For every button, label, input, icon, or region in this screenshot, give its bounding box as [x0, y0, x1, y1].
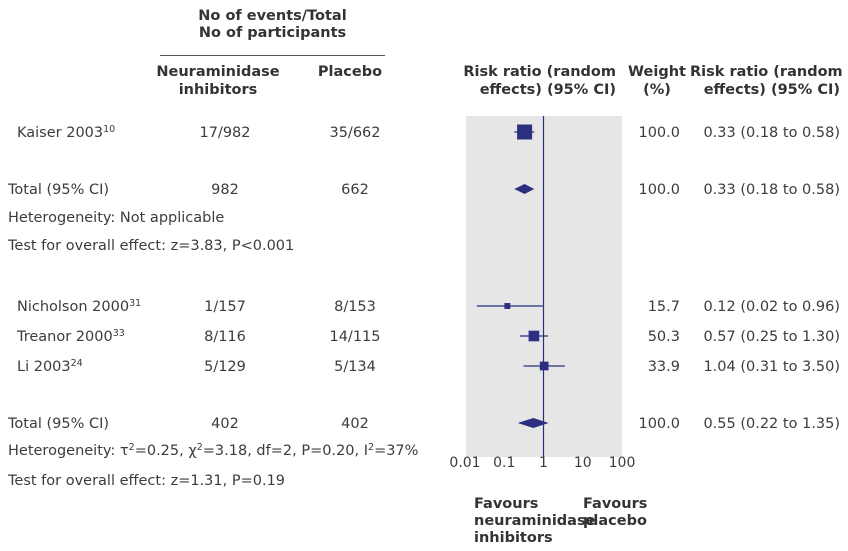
- het-i-exp: 2: [368, 442, 375, 453]
- treatment-events: 8/116: [204, 329, 246, 345]
- study-marker: [504, 303, 511, 309]
- study-weight: 15.7: [647, 299, 680, 315]
- col-rr-line2: effects) (95% CI): [479, 82, 616, 98]
- study-weight: 50.3: [647, 329, 680, 345]
- study-label: Treanor 2000: [17, 329, 113, 345]
- het-chi-exp: 2: [196, 442, 203, 453]
- total-treatment: 402: [211, 416, 239, 432]
- het-mid2: =3.18, df=2, P=0.20, I: [202, 443, 369, 459]
- x-tick-label: 0.1: [493, 455, 515, 471]
- study-ref: 31: [129, 298, 142, 309]
- x-tick-label: 10: [574, 455, 592, 471]
- study-label: Kaiser 2003: [17, 125, 104, 141]
- study-name: Kaiser 200310: [17, 124, 115, 142]
- total-weight: 100.0: [638, 416, 680, 432]
- heterogeneity-text: Heterogeneity: τ2=0.25, χ2=3.18, df=2, P…: [8, 442, 418, 460]
- placebo-events: 5/134: [334, 359, 376, 375]
- favours-left-line2: neuraminidase: [474, 513, 596, 529]
- x-tick-label: 1: [539, 455, 548, 471]
- placebo-events: 14/115: [329, 329, 381, 345]
- group-header-divider: [160, 55, 385, 56]
- favours-right-line2: placebo: [583, 513, 647, 529]
- total-label: Total (95% CI): [8, 416, 110, 432]
- treatment-events: 5/129: [204, 359, 246, 375]
- study-marker: [528, 330, 540, 342]
- total-placebo: 662: [341, 182, 369, 198]
- total-label: Total (95% CI): [8, 182, 110, 198]
- het-tau-exp: 2: [128, 442, 135, 453]
- col-rr-line1: Risk ratio (random: [463, 64, 616, 80]
- study-weight: 100.0: [638, 125, 680, 141]
- het-prefix: Heterogeneity: τ: [8, 443, 129, 459]
- x-tick-label: 100: [609, 455, 636, 471]
- heterogeneity-text: Heterogeneity: Not applicable: [8, 210, 225, 226]
- study-marker: [539, 361, 549, 371]
- study-ref: 10: [103, 124, 116, 135]
- study-label: Li 2003: [17, 359, 71, 375]
- study-ci-text: 0.12 (0.02 to 0.96): [703, 299, 840, 315]
- het-mid1: =0.25, χ: [134, 443, 197, 459]
- col-treatment-line2: inhibitors: [178, 82, 258, 98]
- study-ci-text: 0.57 (0.25 to 1.30): [703, 329, 840, 345]
- favours-left-line1: Favours: [474, 496, 539, 512]
- total-placebo: 402: [341, 416, 369, 432]
- study-name: Nicholson 200031: [17, 298, 141, 316]
- study-label: Nicholson 2000: [17, 299, 130, 315]
- total-weight: 100.0: [638, 182, 680, 198]
- col-treatment-line1: Neuraminidase: [156, 64, 280, 80]
- study-weight: 33.9: [647, 359, 680, 375]
- study-marker: [517, 124, 533, 140]
- placebo-events: 35/662: [329, 125, 381, 141]
- treatment-events: 17/982: [199, 125, 251, 141]
- total-ci-text: 0.55 (0.22 to 1.35): [703, 416, 840, 432]
- study-ref: 33: [112, 328, 125, 339]
- favours-right-line1: Favours: [583, 496, 648, 512]
- col-rr2-line1: Risk ratio (random: [690, 64, 843, 80]
- group-header-line1: No of events/Total: [198, 8, 347, 24]
- favours-left-line3: inhibitors: [474, 530, 553, 546]
- study-ref: 24: [70, 358, 83, 369]
- total-diamond: [517, 418, 549, 428]
- x-tick-label: 0.01: [449, 455, 480, 471]
- total-diamond: [514, 184, 535, 194]
- study-name: Li 200324: [17, 358, 83, 376]
- study-name: Treanor 200033: [17, 328, 125, 346]
- study-ci-text: 0.33 (0.18 to 0.58): [703, 125, 840, 141]
- study-ci-text: 1.04 (0.31 to 3.50): [703, 359, 840, 375]
- col-weight-line1: Weight: [628, 64, 686, 80]
- het-suffix: =37%: [374, 443, 419, 459]
- overall-effect-text: Test for overall effect: z=3.83, P<0.001: [8, 238, 295, 254]
- placebo-events: 8/153: [334, 299, 376, 315]
- total-ci-text: 0.33 (0.18 to 0.58): [703, 182, 840, 198]
- col-rr2-line2: effects) (95% CI): [703, 82, 840, 98]
- col-placebo: Placebo: [317, 64, 383, 80]
- total-treatment: 982: [211, 182, 239, 198]
- group-header-line2: No of participants: [198, 25, 347, 41]
- overall-effect-text: Test for overall effect: z=1.31, P=0.19: [8, 473, 286, 489]
- treatment-events: 1/157: [204, 299, 246, 315]
- col-weight-line2: (%): [643, 82, 671, 98]
